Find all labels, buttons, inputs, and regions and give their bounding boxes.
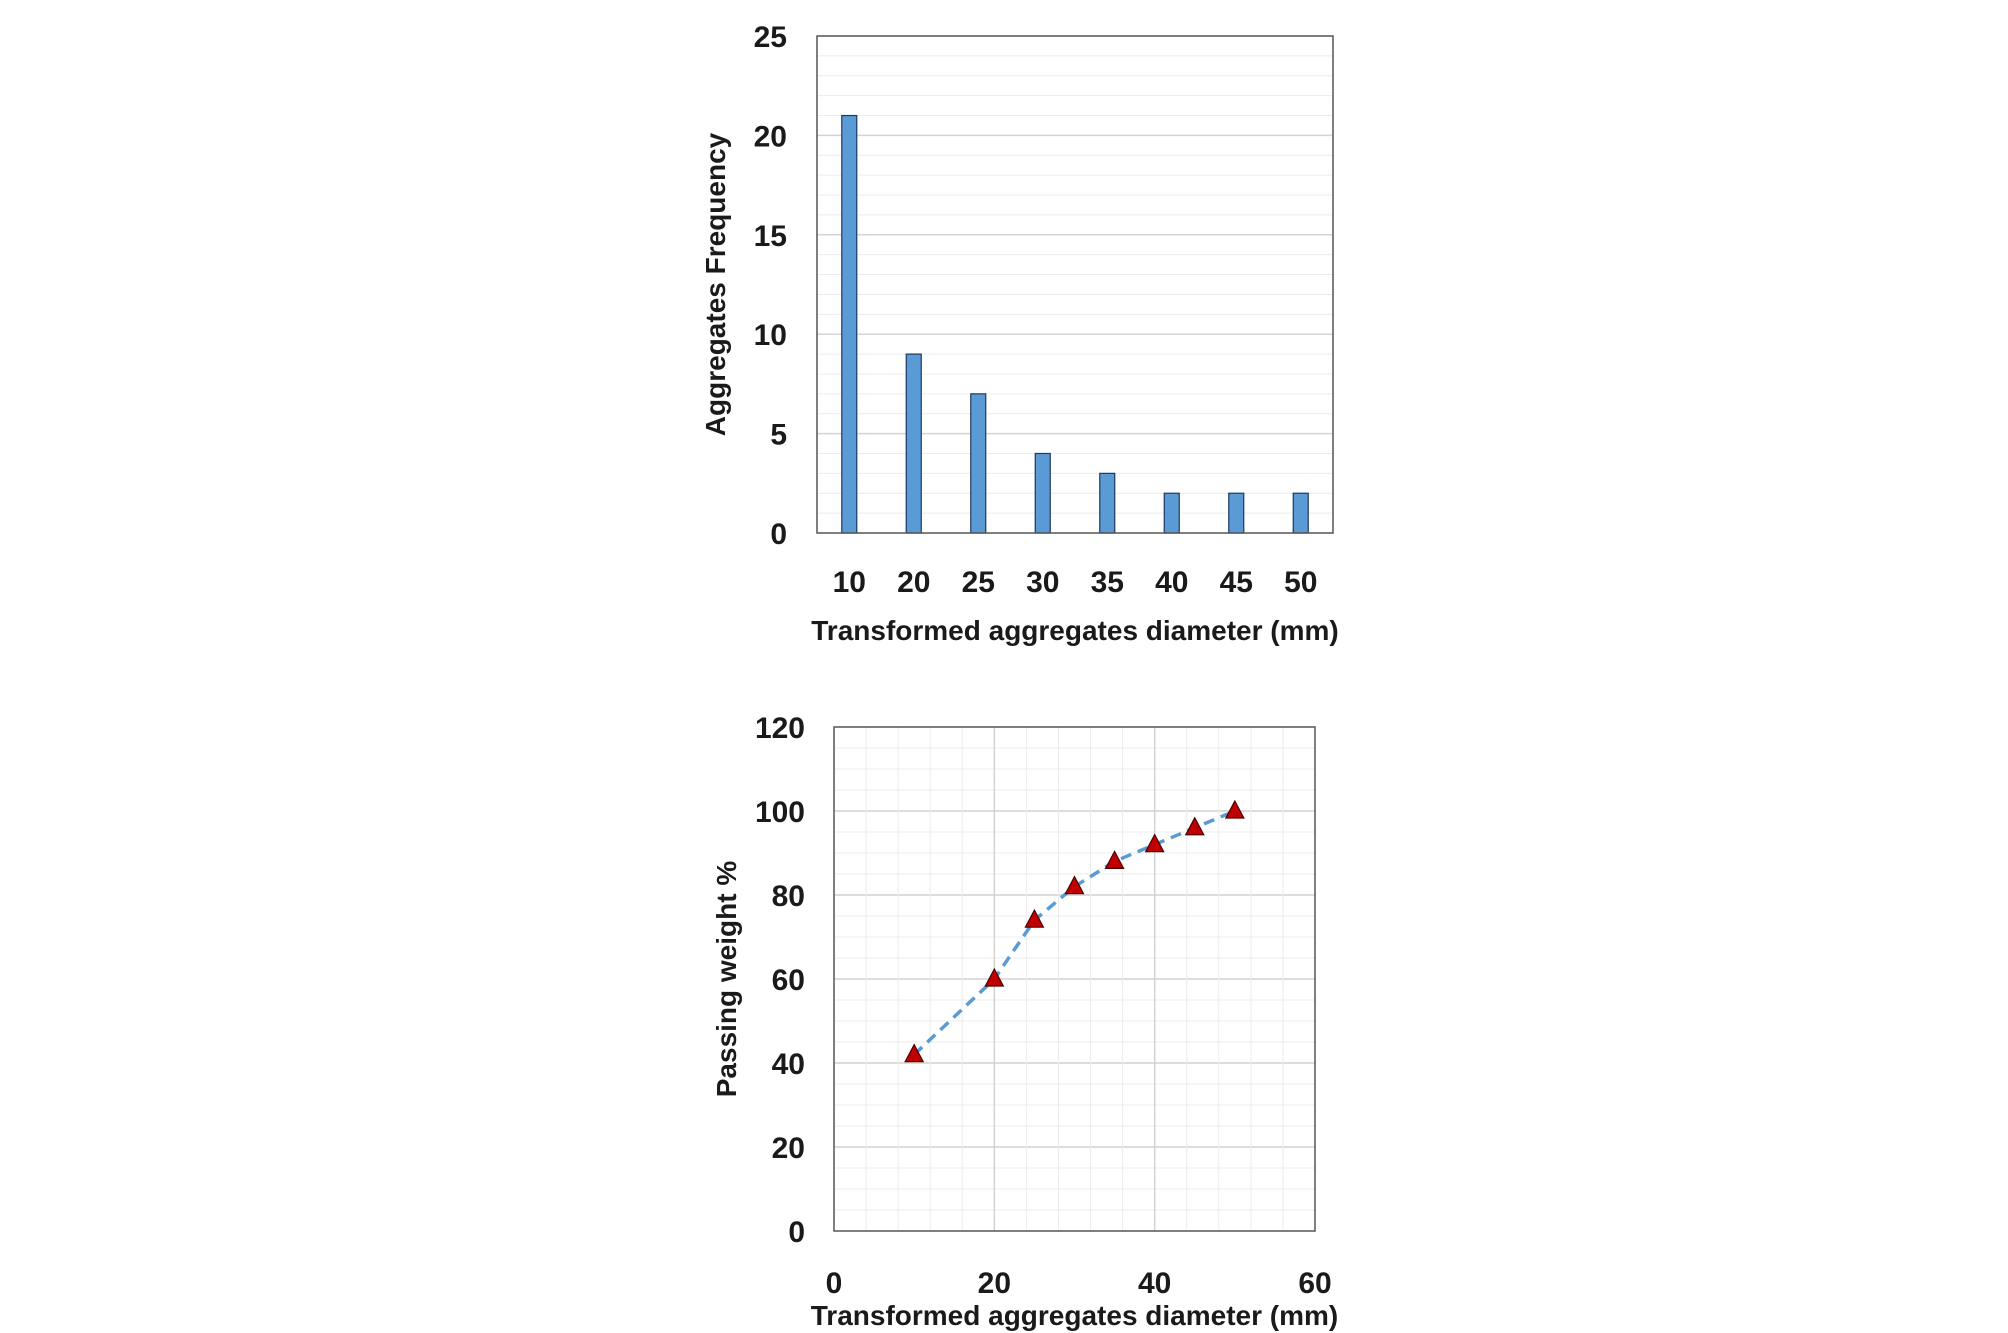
y-tick-label: 0 bbox=[770, 518, 787, 551]
x-tick-label: 10 bbox=[833, 566, 866, 599]
line-chart-gridlines bbox=[834, 727, 1315, 1231]
x-tick-label: 20 bbox=[978, 1267, 1011, 1300]
bar-10 bbox=[841, 114, 858, 534]
line-chart-plot-area bbox=[833, 726, 1316, 1232]
x-tick-label: 20 bbox=[897, 566, 930, 599]
marker-20 bbox=[984, 967, 1005, 987]
passing-weight-markers bbox=[904, 799, 1245, 1063]
y-tick-label: 5 bbox=[770, 419, 787, 452]
bar-30 bbox=[1034, 452, 1051, 534]
line-chart-x-axis-title: Transformed aggregates diameter (mm) bbox=[811, 1300, 1339, 1331]
bar-chart-gridlines bbox=[817, 55, 1333, 514]
y-tick-label: 80 bbox=[772, 880, 805, 913]
x-tick-label: 30 bbox=[1026, 566, 1059, 599]
bar-50 bbox=[1292, 492, 1309, 534]
marker-30 bbox=[1064, 875, 1085, 895]
x-tick-label: 40 bbox=[1155, 566, 1188, 599]
x-tick-label: 35 bbox=[1091, 566, 1124, 599]
marker-10 bbox=[904, 1043, 925, 1063]
marker-50 bbox=[1224, 799, 1245, 819]
line-chart-y-ticks: 0 20 40 60 80 100 120 bbox=[755, 712, 805, 1249]
y-tick-label: 25 bbox=[754, 21, 787, 54]
y-tick-label: 20 bbox=[754, 120, 787, 153]
marker-45 bbox=[1184, 816, 1205, 836]
x-tick-label: 25 bbox=[962, 566, 995, 599]
bar-chart-bars bbox=[841, 114, 1309, 534]
bar-25 bbox=[970, 393, 987, 534]
marker-25 bbox=[1024, 908, 1045, 928]
frequency-bar-chart: 0 5 10 15 20 25 10 20 25 30 35 40 45 50 Transformed … bbox=[700, 21, 1339, 646]
line-chart-x-ticks: 0 20 40 60 bbox=[826, 1267, 1332, 1300]
y-tick-label: 0 bbox=[788, 1216, 805, 1249]
y-tick-label: 120 bbox=[755, 712, 805, 745]
y-tick-label: 20 bbox=[772, 1132, 805, 1165]
bar-40 bbox=[1163, 492, 1180, 534]
y-tick-label: 40 bbox=[772, 1048, 805, 1081]
bar-20 bbox=[905, 353, 922, 534]
y-tick-label: 15 bbox=[754, 220, 787, 253]
y-tick-label: 10 bbox=[754, 319, 787, 352]
y-tick-label: 100 bbox=[755, 796, 805, 829]
bar-45 bbox=[1228, 492, 1245, 534]
marker-40 bbox=[1144, 833, 1165, 853]
y-tick-label: 60 bbox=[772, 964, 805, 997]
bar-chart-x-axis-title: Transformed aggregates diameter (mm) bbox=[811, 615, 1339, 646]
marker-35 bbox=[1104, 850, 1125, 870]
bar-chart-plot-area bbox=[816, 35, 1334, 534]
x-tick-label: 50 bbox=[1284, 566, 1317, 599]
passing-weight-line-chart: 0 20 40 60 80 100 120 0 20 40 60 Transformed aggr… bbox=[711, 712, 1338, 1331]
bar-chart-y-ticks: 0 5 10 15 20 25 bbox=[754, 21, 787, 551]
x-tick-label: 40 bbox=[1138, 1267, 1171, 1300]
bar-chart-x-ticks: 10 20 25 30 35 40 45 50 bbox=[833, 566, 1318, 599]
x-tick-label: 45 bbox=[1220, 566, 1253, 599]
bar-35 bbox=[1099, 472, 1116, 534]
bar-chart-y-axis-title: Aggregates Frequency bbox=[700, 132, 731, 436]
x-tick-label: 0 bbox=[826, 1267, 843, 1300]
line-chart-y-axis-title: Passing weight % bbox=[711, 861, 742, 1098]
x-tick-label: 60 bbox=[1298, 1267, 1331, 1300]
